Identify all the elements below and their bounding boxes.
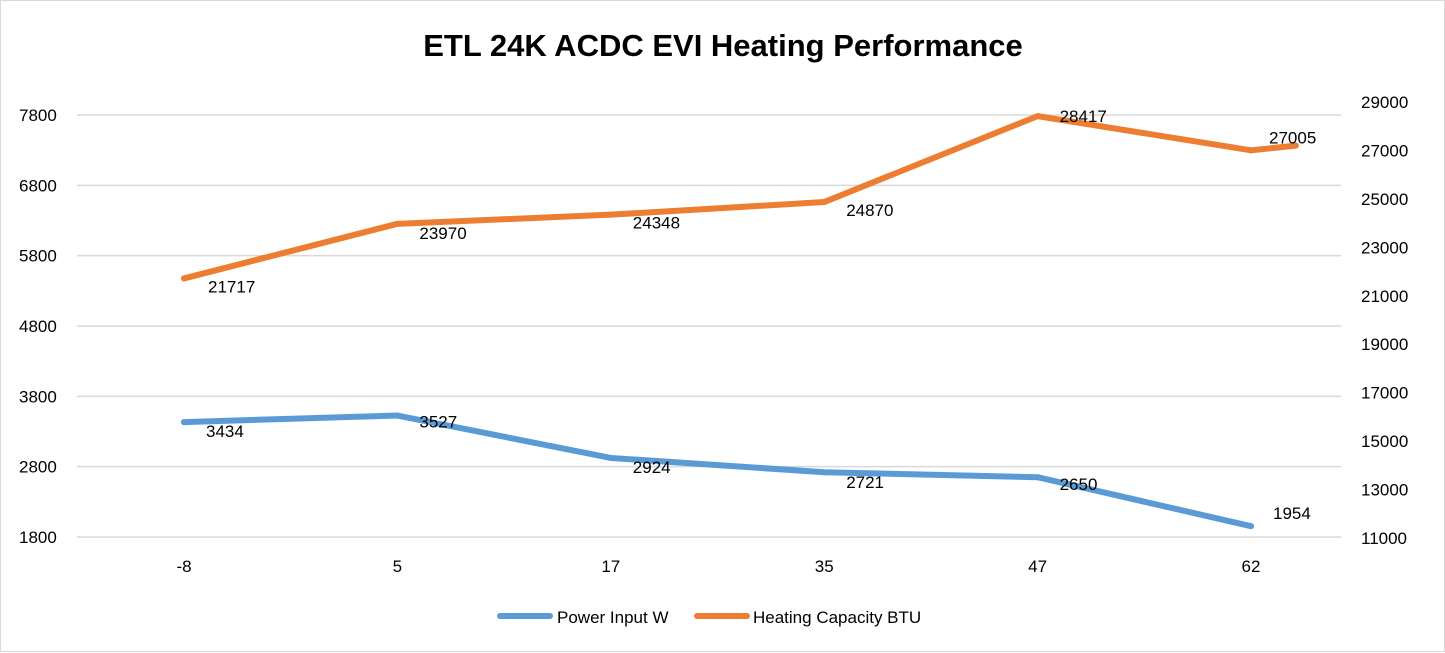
y-right-tick-label: 27000 <box>1361 141 1408 160</box>
data-point <box>607 454 614 461</box>
y-right-tick-label: 13000 <box>1361 481 1408 500</box>
data-point <box>821 469 828 476</box>
data-point <box>1292 142 1299 149</box>
y-left-tick-label: 6800 <box>19 176 57 195</box>
data-label: 27005 <box>1269 128 1316 147</box>
x-tick-label: 47 <box>1028 557 1047 576</box>
y-right-tick-label: 23000 <box>1361 238 1408 257</box>
data-point <box>607 211 614 218</box>
y-right-tick-label: 17000 <box>1361 384 1408 403</box>
x-tick-label: -8 <box>176 557 191 576</box>
y-right-tick-label: 21000 <box>1361 287 1408 306</box>
data-label: 23970 <box>419 224 466 243</box>
chart-title: ETL 24K ACDC EVI Heating Performance <box>423 28 1023 63</box>
x-tick-label: 17 <box>601 557 620 576</box>
data-point <box>1034 474 1041 481</box>
x-tick-label: 35 <box>815 557 834 576</box>
y-left-tick-label: 7800 <box>19 106 57 125</box>
legend-label: Heating Capacity BTU <box>753 608 921 627</box>
y-right-tick-label: 11000 <box>1361 529 1407 548</box>
y-left-tick-label: 2800 <box>19 458 57 477</box>
data-point <box>394 412 401 419</box>
data-label: 2924 <box>633 458 671 477</box>
y-left-tick-label: 1800 <box>19 528 57 547</box>
data-point <box>181 419 187 426</box>
data-point <box>1034 113 1041 120</box>
legend-label: Power Input W <box>557 608 669 627</box>
y-left-tick-label: 3800 <box>19 387 57 406</box>
data-point <box>1248 523 1254 530</box>
data-label: 1954 <box>1273 504 1311 523</box>
data-label: 3527 <box>419 413 457 432</box>
y-left-tick-label: 5800 <box>19 247 57 266</box>
y-right-tick-label: 25000 <box>1361 190 1408 209</box>
data-point <box>821 199 828 206</box>
data-label: 24348 <box>633 214 680 233</box>
series-line-heating-capacity <box>181 113 1299 282</box>
x-tick-label: 5 <box>393 557 402 576</box>
data-label: 21717 <box>208 277 255 296</box>
data-label: 2650 <box>1060 475 1098 494</box>
data-label: 3434 <box>206 422 244 441</box>
y-right-tick-label: 15000 <box>1361 432 1408 451</box>
data-point <box>181 275 187 282</box>
data-label: 24870 <box>846 201 893 220</box>
y-right-tick-label: 19000 <box>1361 335 1408 354</box>
y-right-tick-label: 29000 <box>1361 93 1408 112</box>
data-point <box>1248 147 1254 154</box>
data-point <box>394 220 401 227</box>
series-line-power-input <box>181 412 1254 530</box>
data-label: 28417 <box>1060 107 1107 126</box>
data-label: 2721 <box>846 473 884 492</box>
x-tick-label: 62 <box>1242 557 1261 576</box>
y-left-tick-label: 4800 <box>19 317 57 336</box>
